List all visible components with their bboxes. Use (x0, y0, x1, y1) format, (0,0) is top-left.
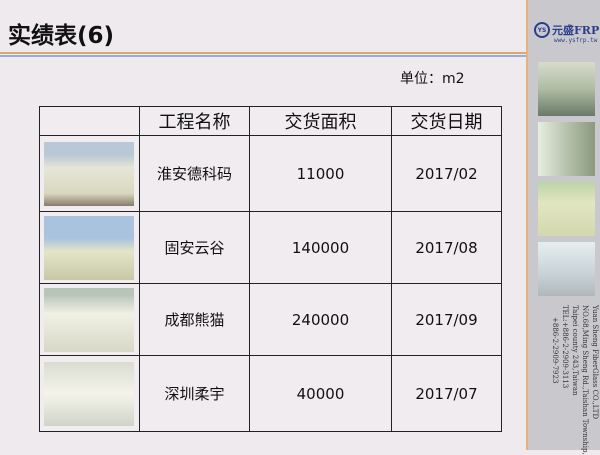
company-address: Yuan Sheng FiberGlass CO.,LTD NO.68,Ming… (550, 305, 600, 455)
side-photo (538, 62, 595, 116)
table-row: 成都熊猫 240000 2017/09 (39, 283, 502, 356)
project-name: 淮安德科码 (139, 135, 250, 212)
project-date: 2017/07 (391, 355, 502, 432)
header-area: 交货面积 (249, 106, 392, 136)
address-line: NO.68,Ming Sheng Rd.,Taishan Township, (581, 305, 589, 455)
project-area: 11000 (249, 135, 392, 212)
project-date: 2017/08 (391, 211, 502, 284)
header-date: 交货日期 (391, 106, 502, 136)
logo-url: www.ysfrp.tw (554, 37, 598, 44)
project-photo (44, 287, 134, 352)
logo-mark-icon: YS (534, 22, 550, 38)
project-photo (44, 141, 134, 206)
side-photo (538, 122, 595, 176)
side-photo (538, 182, 595, 236)
project-area: 40000 (249, 355, 392, 432)
slide-title: 实绩表(6) (8, 23, 115, 49)
project-name: 深圳柔宇 (139, 355, 250, 432)
project-date: 2017/09 (391, 283, 502, 356)
table-row: 深圳柔宇 40000 2017/07 (39, 355, 502, 432)
table-row: 固安云谷 140000 2017/08 (39, 211, 502, 284)
project-area: 240000 (249, 283, 392, 356)
project-photo (44, 361, 134, 426)
company-logo: YS 元盛FRP (534, 22, 599, 38)
unit-label: 单位：m2 (400, 71, 465, 87)
project-photo (44, 215, 134, 280)
performance-table: 工程名称 交货面积 交货日期 淮安德科码 11000 2017/02 固安云谷 … (39, 106, 502, 432)
logo-brand: 元盛FRP (552, 24, 600, 37)
header-project-name: 工程名称 (139, 106, 250, 136)
project-date: 2017/02 (391, 135, 502, 212)
divider-blue (0, 55, 526, 57)
address-line: Taipei county 243,Taiwan (571, 305, 579, 396)
project-area: 140000 (249, 211, 392, 284)
address-line: TEL:+886-2-2909-3113 (561, 305, 569, 389)
project-name: 固安云谷 (139, 211, 250, 284)
address-line: Yuan Sheng FiberGlass CO.,LTD (591, 305, 599, 420)
side-panel: YS 元盛FRP www.ysfrp.tw Yuan Sheng FiberGl… (526, 0, 600, 455)
table-header-row: 工程名称 交货面积 交货日期 (39, 106, 502, 136)
side-photo (538, 242, 595, 296)
table-row: 淮安德科码 11000 2017/02 (39, 135, 502, 212)
address-line: +886-2-2909-7923 (551, 317, 559, 384)
divider-orange (0, 52, 526, 54)
header-image (39, 106, 140, 136)
project-name: 成都熊猫 (139, 283, 250, 356)
